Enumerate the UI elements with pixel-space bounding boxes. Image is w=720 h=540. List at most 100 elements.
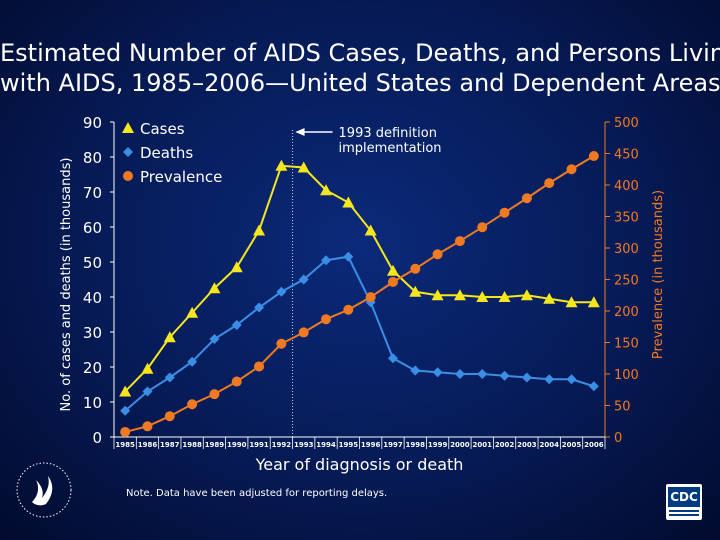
cases-data-point: [409, 285, 422, 297]
prevalence-data-point: [454, 236, 465, 247]
prevalence-data-point: [254, 361, 265, 372]
cases-data-point: [163, 331, 176, 343]
x-axis-tick-label: 1987: [160, 441, 180, 449]
right-axis-tick-label: 500: [614, 116, 639, 131]
x-axis-tick-label: 1991: [249, 441, 269, 449]
prevalence-data-point: [231, 376, 242, 387]
prevalence-data-point: [566, 164, 577, 175]
right-axis-tick-label: 250: [614, 274, 639, 289]
cases-data-point: [253, 224, 266, 236]
x-axis-tick-label: 2003: [517, 441, 537, 449]
x-axis-tick-label: 1994: [316, 441, 336, 449]
cases-data-point: [565, 296, 578, 308]
x-axis-tick-label: 1992: [272, 441, 292, 449]
deaths-data-point: [142, 386, 153, 397]
deaths-data-point: [120, 405, 131, 416]
deaths-data-point: [209, 334, 220, 344]
deaths-legend-marker: [123, 147, 133, 157]
right-axis-tick-label: 300: [614, 242, 639, 257]
prevalence-data-point: [343, 304, 354, 315]
deaths-data-point: [231, 320, 242, 330]
x-axis-tick-label: 1997: [383, 441, 403, 449]
prevalence-data-point: [588, 151, 599, 162]
chart-title: Estimated Number of AIDS Cases, Deaths, …: [0, 38, 720, 98]
right-axis-title: Prevalence (in thousands): [651, 190, 666, 359]
prevalence-series-line: [124, 155, 595, 433]
prevalence-data-point: [276, 338, 287, 349]
footnote: Note. Data have been adjusted for report…: [126, 488, 388, 499]
x-axis-tick-label: 1990: [227, 441, 247, 449]
deaths-data-point: [387, 353, 398, 364]
deaths-data-point: [454, 369, 465, 379]
x-axis-tick-label: 1993: [294, 441, 314, 449]
legend: Cases Deaths Prevalence: [122, 120, 222, 186]
prevalence-data-point: [477, 222, 488, 233]
cases-data-point: [186, 306, 199, 318]
x-axis-tick-label: 2000: [450, 441, 470, 449]
prevalence-data-point: [142, 421, 153, 432]
hhs-seal-logo: [16, 462, 72, 518]
cases-data-point: [320, 184, 333, 196]
x-axis-tick-label: 1985: [115, 441, 135, 449]
x-axis-tick-label: 2006: [584, 441, 604, 449]
left-axis-tick-label: 50: [83, 254, 102, 272]
prevalence-data-point: [521, 193, 532, 204]
left-axis-tick-label: 90: [83, 114, 102, 132]
cases-data-point: [364, 224, 377, 236]
prevalence-legend-label: Prevalence: [140, 168, 222, 186]
right-axis-tick-label: 200: [614, 305, 639, 320]
prevalence-data-point: [187, 399, 198, 410]
deaths-series-line: [124, 255, 595, 412]
right-axis-tick-label: 0: [614, 431, 622, 446]
deaths-data-point: [499, 370, 510, 381]
x-axis-tick-label: 1988: [182, 441, 202, 449]
deaths-data-point: [254, 302, 265, 313]
cases-data-point: [587, 296, 600, 308]
cases-data-point: [141, 362, 154, 374]
right-axis-tick-label: 450: [614, 148, 639, 163]
prevalence-data-point: [387, 277, 398, 288]
left-axis-tick-label: 20: [83, 359, 102, 377]
deaths-data-point: [187, 356, 198, 367]
cases-data-point: [386, 264, 399, 276]
deaths-data-point: [298, 274, 309, 285]
chart-title-line-1: Estimated Number of AIDS Cases, Deaths, …: [0, 39, 720, 67]
annotation-label-line-2: implementation: [339, 141, 442, 156]
x-axis-tick-label: 1998: [406, 441, 426, 449]
deaths-data-point: [432, 367, 443, 378]
x-axis-tick-label: 2002: [495, 441, 515, 449]
prevalence-data-point: [321, 314, 332, 325]
x-axis-tick-label: 1996: [361, 441, 381, 449]
x-axis-tick-label: 1986: [138, 441, 158, 449]
cases-series-line: [124, 164, 594, 393]
cases-legend-label: Cases: [140, 120, 185, 138]
cdc-logo-text: CDC: [668, 487, 700, 507]
deaths-data-point: [321, 255, 332, 266]
series-layer: [119, 151, 600, 437]
left-axis-tick-label: 80: [83, 149, 102, 167]
x-axis-title: Year of diagnosis or death: [255, 455, 464, 474]
deaths-data-point: [566, 374, 577, 385]
right-axis-tick-label: 150: [614, 337, 639, 352]
cases-legend-marker: [122, 122, 134, 133]
prevalence-data-point: [544, 178, 555, 189]
right-axis-tick-label: 400: [614, 179, 639, 194]
right-axis-tick-label: 50: [614, 400, 631, 415]
x-axis-tick-label: 1995: [339, 441, 359, 449]
left-axis-tick-label: 40: [83, 289, 102, 307]
left-axis-tick-label: 70: [83, 184, 102, 202]
prevalence-data-point: [209, 389, 220, 400]
deaths-data-point: [544, 374, 555, 385]
x-axis-tick-label: 2001: [473, 441, 493, 449]
cases-data-point: [297, 161, 310, 173]
prevalence-data-point: [432, 249, 443, 260]
prevalence-data-point: [410, 263, 421, 274]
deaths-data-point: [521, 372, 532, 383]
annotation-label-line-1: 1993 definition: [339, 126, 437, 141]
cases-data-point: [208, 282, 221, 294]
deaths-data-point: [164, 372, 175, 383]
x-axis-tick-label: 1999: [428, 441, 448, 449]
deaths-data-point: [477, 369, 488, 379]
x-axis-tick-label: 1989: [205, 441, 225, 449]
cases-data-point: [476, 291, 489, 302]
